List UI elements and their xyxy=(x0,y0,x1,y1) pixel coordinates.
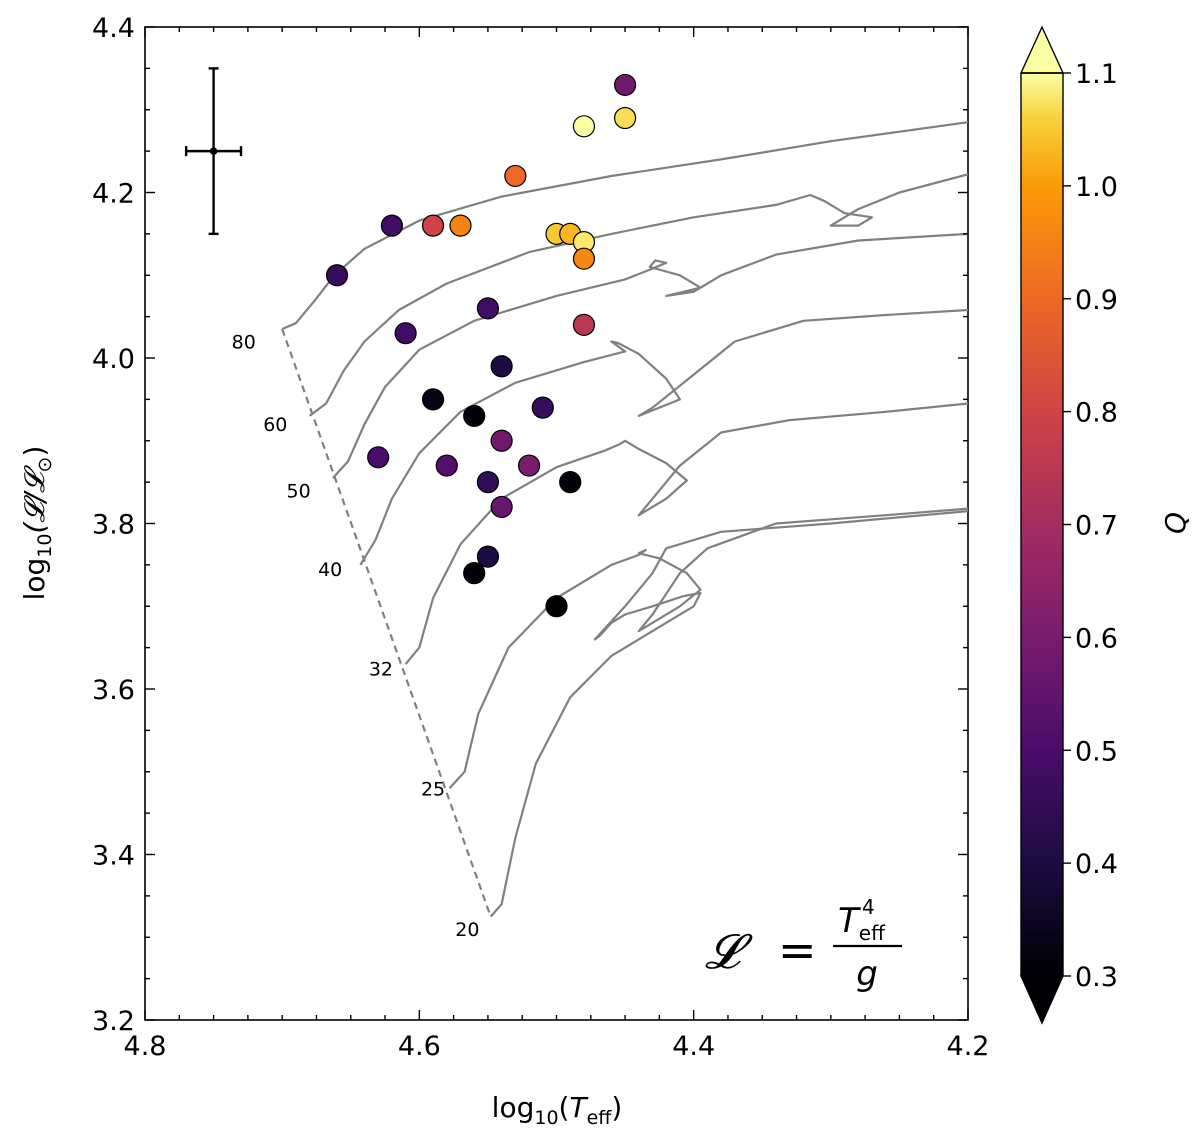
x-title-var: T xyxy=(569,1091,588,1124)
y-tick-label-5: 4.2 xyxy=(92,179,135,210)
data-point-20 xyxy=(367,446,390,469)
data-point-25 xyxy=(490,495,513,519)
data-point-14 xyxy=(394,322,417,345)
data-point-22 xyxy=(517,454,541,477)
x-title-var-sub: eff xyxy=(587,1107,613,1129)
colorbar-tick-label-0: 0.3 xyxy=(1075,962,1118,993)
formula-denominator: g xyxy=(856,954,878,994)
y-title-rest: (𝓛/𝓛 xyxy=(18,465,51,534)
track-label-60: 60 xyxy=(263,414,287,436)
colorbar-gradient xyxy=(1021,73,1063,976)
track-label-25: 25 xyxy=(421,778,445,800)
data-point-5 xyxy=(421,214,445,237)
colorbar-tick-label-2: 0.5 xyxy=(1075,736,1118,767)
data-point-16 xyxy=(421,388,445,411)
track-mass-labels: 80 60 50 40 32 25 20 xyxy=(232,331,480,941)
data-point-12 xyxy=(476,297,500,320)
x-tick-label-1: 4.6 xyxy=(398,1031,441,1062)
y-tick-label-2: 3.6 xyxy=(92,675,135,706)
colorbar-ticks: 0.3 0.4 0.5 0.6 0.7 0.8 0.9 1.0 1.1 xyxy=(1063,59,1118,993)
data-point-13 xyxy=(572,313,596,336)
zams-line-layer xyxy=(281,328,492,917)
x-axis-ticks: 4.8 4.6 4.4 4.2 xyxy=(124,27,990,1062)
formula-num-sub: eff xyxy=(859,921,886,945)
x-tick-label-0: 4.8 xyxy=(124,1031,167,1062)
colorbar-tick-label-3: 0.6 xyxy=(1075,623,1118,654)
data-point-4 xyxy=(449,214,472,237)
data-point-3 xyxy=(504,164,527,188)
colorbar-title: Q xyxy=(1159,512,1192,534)
plot-area-frame xyxy=(144,26,969,1021)
track-line-50 xyxy=(332,232,968,479)
colorbar-tick-label-6: 0.9 xyxy=(1075,285,1118,316)
track-line-20 xyxy=(489,510,968,918)
y-title-close: ) xyxy=(18,446,51,457)
colorbar-extend-top xyxy=(1019,25,1065,74)
y-title-log: log xyxy=(18,558,51,601)
error-bar-center xyxy=(209,147,218,155)
colorbar: 0.3 0.4 0.5 0.6 0.7 0.8 0.9 1.0 1.1 Q xyxy=(1019,25,1192,1025)
data-point-0 xyxy=(613,73,637,97)
data-point-18 xyxy=(463,404,486,428)
data-point-6 xyxy=(380,214,403,237)
colorbar-extend-bottom xyxy=(1019,975,1065,1025)
track-label-32: 32 xyxy=(369,658,393,680)
y-tick-label-1: 3.4 xyxy=(92,841,135,872)
zams-dashed-line xyxy=(281,328,492,917)
y-axis-title: log10(𝓛/𝓛⊙) xyxy=(18,446,56,601)
track-line-60 xyxy=(308,173,968,417)
track-line-25 xyxy=(448,507,968,790)
data-point-1 xyxy=(613,106,637,130)
data-point-27 xyxy=(463,562,486,585)
track-line-32 xyxy=(404,402,968,665)
formula-equals: = xyxy=(778,923,817,977)
y-title-sun: ⊙ xyxy=(34,457,56,473)
data-point-10 xyxy=(572,247,596,270)
y-title-sub: 10 xyxy=(34,534,56,558)
colorbar-tick-label-1: 0.4 xyxy=(1075,849,1118,880)
x-title-log: log xyxy=(492,1091,535,1124)
track-label-50: 50 xyxy=(287,480,311,502)
track-line-40 xyxy=(359,308,968,566)
evolutionary-tracks xyxy=(281,121,968,918)
data-point-19 xyxy=(490,429,513,452)
y-tick-label-3: 3.8 xyxy=(92,510,135,541)
colorbar-tick-label-7: 1.0 xyxy=(1075,172,1118,203)
data-points xyxy=(325,73,637,618)
data-point-23 xyxy=(476,471,500,494)
error-bar-indicator xyxy=(184,67,243,236)
data-point-26 xyxy=(476,545,500,568)
formula-num-var: T xyxy=(838,901,861,941)
formula-numerator: Teff xyxy=(838,901,886,945)
data-point-11 xyxy=(325,264,349,287)
track-label-40: 40 xyxy=(318,559,342,581)
formula-lhs: 𝓛 xyxy=(705,924,753,980)
track-label-80: 80 xyxy=(232,331,256,353)
luminosity-formula: 𝓛 = Teff 4 g xyxy=(705,895,902,994)
formula-num-exponent: 4 xyxy=(862,895,875,919)
track-line-80 xyxy=(281,121,968,331)
y-axis-ticks: 3.2 3.4 3.6 3.8 4.0 4.2 4.4 xyxy=(92,13,968,1037)
track-label-20: 20 xyxy=(455,919,479,941)
data-point-24 xyxy=(559,471,582,494)
colorbar-tick-label-5: 0.8 xyxy=(1075,398,1118,429)
y-tick-label-6: 4.4 xyxy=(92,13,135,44)
y-tick-label-4: 4.0 xyxy=(92,344,135,375)
x-title-sub: 10 xyxy=(534,1107,558,1129)
x-title-open: ( xyxy=(559,1091,570,1124)
x-axis-title: log10(Teff) xyxy=(492,1091,623,1129)
data-point-17 xyxy=(531,396,554,419)
colorbar-tick-label-8: 1.1 xyxy=(1075,59,1118,90)
data-point-2 xyxy=(572,115,596,138)
x-tick-label-3: 4.2 xyxy=(947,1031,990,1062)
data-point-15 xyxy=(490,355,513,378)
data-point-21 xyxy=(435,454,458,477)
x-tick-label-2: 4.4 xyxy=(672,1031,715,1062)
y-tick-label-0: 3.2 xyxy=(92,1006,135,1037)
x-title-close: ) xyxy=(611,1091,622,1124)
data-point-28 xyxy=(545,595,568,618)
colorbar-tick-label-4: 0.7 xyxy=(1075,511,1118,542)
